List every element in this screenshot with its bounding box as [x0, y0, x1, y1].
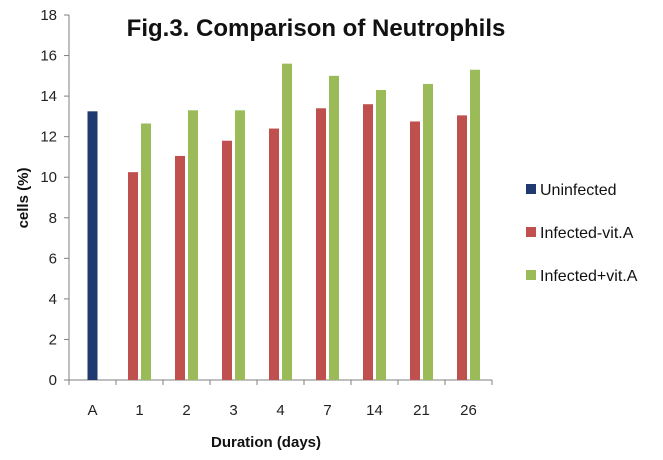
bar-infected-vit-a — [329, 75, 339, 380]
y-tick-label: 8 — [49, 210, 57, 227]
bar-infected-vit-a — [235, 110, 245, 381]
legend-swatch — [526, 184, 536, 194]
bar-infected-vit-a — [376, 90, 386, 381]
legend-swatch — [526, 227, 536, 237]
y-tick-label: 16 — [40, 48, 57, 65]
x-tick-label: 14 — [366, 402, 383, 419]
x-tick-label: 7 — [323, 402, 331, 419]
legend-label: Infected-vit.A — [540, 225, 634, 242]
y-tick-label: 2 — [49, 331, 57, 348]
x-axis-title: Duration (days) — [211, 434, 321, 451]
chart-title: Fig.3. Comparison of Neutrophils — [127, 15, 506, 42]
x-tick-label: 26 — [460, 402, 477, 419]
x-tick-label: 4 — [276, 402, 284, 419]
y-tick-label: 0 — [49, 372, 57, 389]
y-tick-label: 10 — [40, 169, 57, 186]
bar-infected-vit-a — [188, 110, 198, 381]
bar-infected-vit-a — [457, 115, 467, 380]
bar-infected-vit-a — [222, 140, 232, 380]
x-tick-label: 21 — [413, 402, 430, 419]
bar-infected-vit-a — [175, 155, 185, 380]
y-tick-label: 12 — [40, 129, 57, 146]
bar-infected-vit-a — [269, 128, 279, 380]
y-tick-label: 18 — [40, 7, 57, 24]
x-tick-label: 1 — [135, 402, 143, 419]
bar-uninfected — [87, 111, 98, 380]
bar-infected-vit-a — [141, 123, 151, 380]
y-tick-label: 6 — [49, 250, 57, 267]
y-tick-label: 4 — [49, 291, 57, 308]
legend-label: Infected+vit.A — [540, 268, 638, 285]
bar-infected-vit-a — [423, 83, 433, 380]
y-tick-label: 14 — [40, 88, 57, 105]
legend-label: Uninfected — [540, 182, 617, 199]
x-tick-label: 3 — [229, 402, 237, 419]
bar-infected-vit-a — [128, 172, 138, 380]
x-tick-label: 2 — [182, 402, 190, 419]
bar-infected-vit-a — [410, 121, 420, 380]
x-tick-label: A — [87, 402, 97, 419]
legend: Uninfected Infected-vit.A Infected+vit.A — [526, 182, 638, 285]
legend-swatch — [526, 270, 536, 280]
bar-infected-vit-a — [470, 69, 480, 380]
y-axis-title: cells (%) — [15, 168, 32, 229]
bar-infected-vit-a — [363, 104, 373, 380]
bar-infected-vit-a — [282, 63, 292, 381]
bar-infected-vit-a — [316, 108, 326, 381]
